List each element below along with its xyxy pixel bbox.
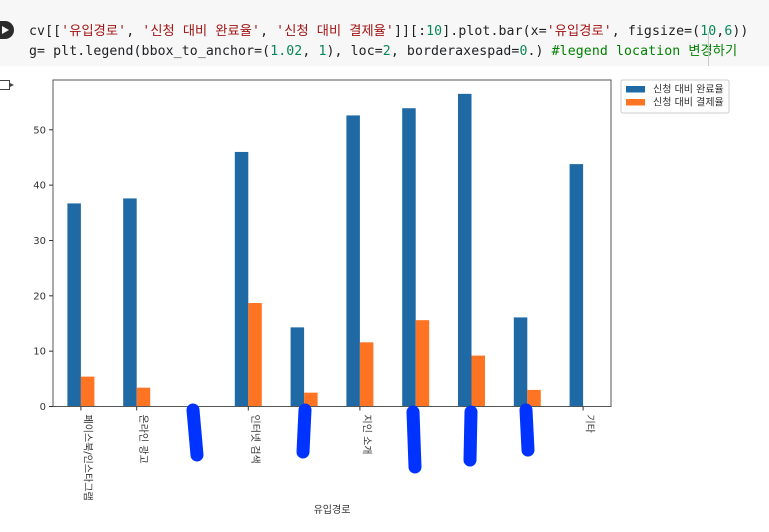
annotation-mark: [463, 405, 478, 467]
code-token: '신청 대비 완료율': [142, 24, 261, 39]
plot-frame: [52, 79, 612, 407]
legend-label: 신청 대비 결제율: [653, 97, 724, 109]
bar: [527, 389, 541, 407]
bar: [80, 376, 95, 407]
bar: [458, 93, 472, 407]
bar: [136, 387, 151, 407]
bar: [304, 392, 318, 407]
code-token: ]][:: [393, 24, 427, 39]
x-tick-label: 기타: [584, 415, 596, 433]
code-token: ), loc=: [326, 44, 383, 59]
code-token: )): [732, 24, 749, 39]
code-token: ,: [126, 24, 143, 39]
code-token: cv[[: [29, 24, 62, 39]
code-token: , figsize=(: [611, 24, 701, 39]
run-cell-button[interactable]: [0, 21, 14, 39]
x-tick-label: 페이스북/인스타그램: [81, 415, 93, 501]
code-token: 2: [382, 44, 391, 59]
code-token: ,: [716, 24, 725, 39]
y-tick-label: 0: [40, 402, 46, 413]
code-line-2[interactable]: g= plt.legend(bbox_to_anchor=(1.02, 1), …: [29, 40, 737, 59]
code-token: '유입경로': [61, 24, 127, 39]
annotation-mark: [296, 403, 312, 459]
code-token: '신청 대비 결제율': [276, 24, 394, 39]
code-line-1[interactable]: cv[['유입경로', '신청 대비 완료율', '신청 대비 결제율']][:…: [29, 20, 748, 39]
legend-swatch: [626, 86, 645, 93]
bar: [415, 320, 430, 407]
code-token: #legend location 변경하기: [551, 44, 738, 59]
bar: [513, 317, 528, 407]
bar: [67, 203, 81, 407]
y-tick-label: 10: [33, 347, 46, 358]
code-token: , borderaxespad=: [390, 44, 520, 59]
bar: [402, 108, 416, 407]
code-token: '유입경로': [546, 24, 612, 39]
output-icon[interactable]: [0, 80, 14, 90]
text-cursor: [708, 32, 709, 66]
y-tick-label: 30: [33, 236, 46, 247]
code-token: 6: [724, 24, 733, 39]
bar-chart: 0 10 20 30 40 50 페이스북/인스타그램 온라인 광고 인터넷 검색 지인 소개 기타…: [33, 79, 730, 516]
legend-label: 신청 대비 완료율: [653, 84, 724, 96]
y-tick-label: 50: [33, 125, 46, 136]
y-tick-label: 40: [33, 181, 46, 192]
code-cell[interactable]: cv[['유입경로', '신청 대비 완료율', '신청 대비 결제율']][:…: [0, 0, 769, 66]
annotation-mark: [519, 403, 535, 457]
code-token: 1: [318, 44, 327, 59]
x-tick-label: 지인 소개: [360, 415, 372, 455]
annotation-mark: [406, 405, 422, 474]
legend-swatch: [626, 99, 645, 106]
code-token: 1.02: [270, 44, 303, 59]
bar: [359, 342, 374, 407]
y-tick-label: 20: [33, 291, 46, 302]
annotation-mark: [186, 403, 204, 462]
x-tick-label: 인터넷 검색: [249, 415, 261, 464]
bar: [471, 355, 485, 407]
legend: [620, 79, 730, 114]
code-token: 10: [426, 24, 443, 39]
bar: [234, 151, 249, 407]
bar: [123, 198, 137, 407]
code-token: ,: [260, 24, 277, 39]
code-token: 10: [700, 24, 716, 39]
bar: [248, 303, 262, 407]
x-axis-label: 유입경로: [314, 503, 351, 516]
code-token: g= plt.legend(bbox_to_anchor=(: [29, 44, 271, 59]
bar: [346, 115, 360, 407]
code-token: 0: [519, 44, 528, 59]
code-token: ].plot.bar(x=: [442, 24, 547, 39]
code-token: .): [527, 44, 552, 59]
code-token: ,: [302, 44, 319, 59]
bar: [290, 327, 305, 407]
x-tick-label: 온라인 광고: [137, 415, 149, 464]
bar: [569, 164, 584, 407]
